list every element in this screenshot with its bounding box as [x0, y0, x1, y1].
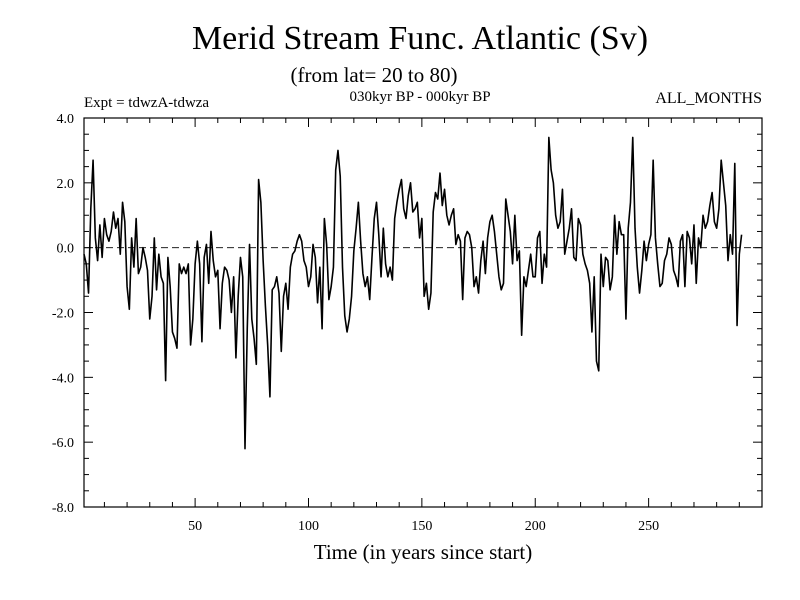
x-tick-label: 100 — [298, 519, 319, 534]
y-axis: 4.0 2.0 0.0 -2.0 -4.0 -6.0 -8.0 — [52, 112, 762, 516]
y-tick-label: -2.0 — [52, 307, 74, 322]
x-axis-label: Time (in years since start) — [314, 540, 533, 564]
experiment-label: Expt = tdwzA-tdwza — [84, 95, 209, 111]
series-line-1 — [83, 136, 743, 450]
y-tick-label: -4.0 — [52, 371, 74, 386]
series-layer — [83, 136, 743, 450]
y-tick-label: -6.0 — [52, 436, 74, 451]
y-tick-label: 2.0 — [57, 177, 75, 192]
x-tick-label: 150 — [411, 519, 432, 534]
months-label: ALL_MONTHS — [655, 90, 762, 107]
y-tick-label: 0.0 — [57, 242, 75, 257]
chart-subtitle: (from lat= 20 to 80) — [291, 63, 458, 87]
chart-title: Merid Stream Func. Atlantic (Sv) — [192, 20, 648, 57]
y-tick-label: 4.0 — [57, 112, 75, 127]
x-tick-label: 250 — [638, 519, 659, 534]
x-tick-label: 200 — [525, 519, 546, 534]
x-tick-label: 50 — [188, 519, 202, 534]
x-axis: 50 100 150 200 250 — [103, 118, 763, 534]
y-tick-label: -8.0 — [52, 501, 74, 516]
period-label: 030kyr BP - 000kyr BP — [349, 89, 490, 105]
plot-frame — [83, 117, 763, 508]
